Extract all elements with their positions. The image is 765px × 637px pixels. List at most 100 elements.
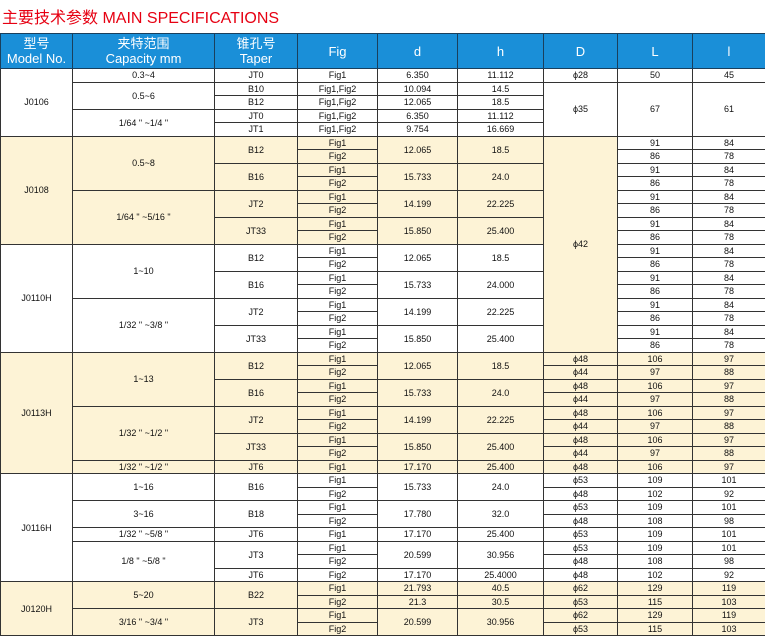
cell-l: 109 xyxy=(617,500,693,515)
cell-l: 91 xyxy=(617,189,693,204)
cell-taper: B12 xyxy=(214,351,298,380)
cell-d: 12.065 xyxy=(377,351,458,380)
cell-capacity: 0.3~4 xyxy=(72,68,215,83)
cell-l-small: 78 xyxy=(692,203,765,218)
cell-l: 86 xyxy=(617,257,693,272)
cell-d: ϕ35 xyxy=(543,81,618,137)
cell-l-small: 103 xyxy=(692,594,765,609)
cell-d: 15.850 xyxy=(377,432,458,461)
cell-d: ϕ62 xyxy=(543,608,618,623)
cell-d: ϕ62 xyxy=(543,581,618,596)
cell-fig: Fig1 xyxy=(297,405,378,420)
cell-capacity: 1~10 xyxy=(72,243,215,299)
cell-fig: Fig2 xyxy=(297,203,378,218)
column-header-model: 型号 Model No. xyxy=(0,33,73,69)
table-row: 0.5~6 B10 Fig1,Fig2 10.094 14.5 ϕ35 67 61 xyxy=(1,81,765,137)
cell-fig: Fig2 xyxy=(297,594,378,609)
table-row: 1/64 " ~5/16 " JT2 Fig1 14.199 22.225 91 84 xyxy=(1,189,765,245)
cell-d: 10.094 xyxy=(377,81,458,96)
cell-l: 91 xyxy=(617,135,693,150)
header-en: Capacity mm xyxy=(105,51,182,66)
cell-l: 106 xyxy=(617,351,693,366)
cell-h: 24.0 xyxy=(457,378,544,407)
table-row: JT33 Fig1 15.850 25.400 91 84 xyxy=(1,216,765,245)
cell-fig: Fig2 xyxy=(297,621,378,636)
cell-capacity: 1/32 " ~1/2 " xyxy=(72,459,215,474)
cell-capacity: 1/32 " ~1/2 " xyxy=(72,405,215,461)
cell-taper: B12 xyxy=(214,95,298,110)
cell-fig: Fig2 xyxy=(297,513,378,528)
cell-h: 25.400 xyxy=(457,432,544,461)
table-row: Fig2 ϕ44 97 88 xyxy=(1,365,765,380)
cell-fig: Fig2 xyxy=(297,230,378,245)
cell-d: 14.199 xyxy=(377,405,458,434)
cell-l-small: 84 xyxy=(692,297,765,312)
cell-taper: JT2 xyxy=(214,189,298,218)
cell-l-small: 88 xyxy=(692,446,765,461)
table-row: Fig2 ϕ44 97 88 xyxy=(1,392,765,407)
cell-l: 86 xyxy=(617,230,693,245)
cell-taper: B10 xyxy=(214,81,298,96)
cell-h: 18.5 xyxy=(457,351,544,380)
cell-fig: Fig2 xyxy=(297,392,378,407)
table-row: Fig2 ϕ53 115 103 xyxy=(1,621,765,636)
cell-d: 12.065 xyxy=(377,243,458,272)
table-row: B16 Fig1 15.733 24.0 ϕ48 106 97 xyxy=(1,378,765,407)
cell-l-small: 78 xyxy=(692,230,765,245)
cell-l-small: 92 xyxy=(692,486,765,501)
cell-fig: Fig1,Fig2 xyxy=(297,81,378,96)
table-row: Fig2 ϕ44 97 88 xyxy=(1,446,765,461)
cell-l: 86 xyxy=(617,284,693,299)
cell-fig: Fig1 xyxy=(297,527,378,542)
cell-d: ϕ53 xyxy=(543,594,618,609)
cell-l-small: 78 xyxy=(692,176,765,191)
table-row: 1/32 " ~1/2 " JT2 Fig1 14.199 22.225 ϕ48 106 97 xyxy=(1,405,765,461)
cell-capacity: 1~13 xyxy=(72,351,215,407)
column-header-fig: Fig xyxy=(297,33,378,69)
cell-model: J0116H xyxy=(0,473,73,582)
table-row: Fig2 86 78 xyxy=(1,284,765,299)
cell-l: 129 xyxy=(617,608,693,623)
cell-taper: B16 xyxy=(214,378,298,407)
header-en: L xyxy=(651,43,659,59)
cell-l-small: 84 xyxy=(692,162,765,177)
cell-l-small: 97 xyxy=(692,351,765,366)
cell-d: ϕ48 xyxy=(543,513,618,528)
cell-h: 25.400 xyxy=(457,216,544,245)
cell-fig: Fig1 xyxy=(297,68,378,83)
cell-l-small: 45 xyxy=(692,68,765,83)
cell-d: ϕ48 xyxy=(543,378,618,393)
cell-h: 24.000 xyxy=(457,270,544,299)
cell-h: 25.400 xyxy=(457,324,544,353)
cell-l: 97 xyxy=(617,446,693,461)
cell-d: ϕ53 xyxy=(543,500,618,515)
cell-l-small: 101 xyxy=(692,540,765,555)
cell-l-small: 61 xyxy=(692,81,765,137)
table-row: Fig2 86 78 xyxy=(1,311,765,326)
cell-l: 129 xyxy=(617,581,693,596)
cell-taper: JT1 xyxy=(214,122,298,137)
cell-l-small: 84 xyxy=(692,189,765,204)
table-row: J0113H 1~13 B12 Fig1 12.065 18.5 ϕ48 106 97 xyxy=(0,351,765,474)
cell-h: 16.669 xyxy=(457,122,544,137)
cell-l: 106 xyxy=(617,432,693,447)
cell-l: 109 xyxy=(617,527,693,542)
cell-capacity: 1/32 " ~3/8 " xyxy=(72,297,215,353)
cell-fig: Fig2 xyxy=(297,486,378,501)
cell-d: ϕ48 xyxy=(543,351,618,366)
cell-d: ϕ53 xyxy=(543,527,618,542)
cell-model: J0113H xyxy=(0,351,73,474)
cell-l-small: 98 xyxy=(692,513,765,528)
cell-h: 24.0 xyxy=(457,473,544,501)
cell-fig: Fig1,Fig2 xyxy=(297,108,378,123)
table-row: 1/8 " ~5/8 " JT3 Fig1 20.599 30.956 ϕ53 109 101 xyxy=(1,540,765,582)
cell-l-small: 97 xyxy=(692,459,765,474)
cell-l-small: 101 xyxy=(692,527,765,542)
cell-l-small: 101 xyxy=(692,473,765,488)
table-row: J0116H 1~16 B16 Fig1 15.733 24.0 ϕ53 109 101 xyxy=(0,473,765,582)
cell-l-small: 101 xyxy=(692,500,765,515)
cell-l-small: 88 xyxy=(692,392,765,407)
specifications-table: 型号 Model No. 夹特范围 Capacity mm 锥孔号 Taper Fig d h D… xyxy=(0,33,765,636)
cell-h: 11.112 xyxy=(457,68,544,83)
table-row: Fig2 86 78 xyxy=(1,230,765,245)
